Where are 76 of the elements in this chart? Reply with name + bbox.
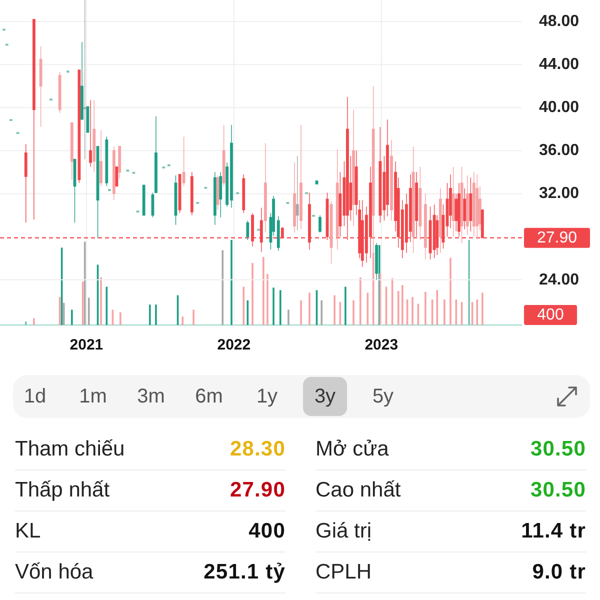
text: 27.90: [230, 478, 286, 502]
candlestick: [472, 172, 476, 238]
text: 9.0 tr: [532, 560, 586, 584]
category-label: Cao nhất: [316, 478, 401, 502]
candlestick: [418, 166, 422, 240]
candlestick: [246, 220, 250, 240]
candlestick: [70, 122, 74, 180]
candlestick: [182, 136, 186, 187]
candlestick: [318, 214, 322, 233]
category-label: CPLH: [316, 560, 372, 584]
candlestick: [219, 172, 222, 218]
candlestick: [242, 174, 246, 214]
candlestick: [463, 188, 466, 230]
category-label: 3y: [314, 386, 336, 408]
candlestick: [296, 156, 299, 231]
y-tick-label: 48.00: [538, 13, 580, 30]
candlestick: [222, 124, 226, 187]
y-tick-label: 40.00: [538, 99, 580, 116]
candlestick: [89, 100, 92, 168]
category-label: 1y: [256, 386, 278, 408]
candlestick: [264, 142, 267, 233]
category-label: KL: [15, 520, 41, 542]
text: 30.50: [530, 438, 586, 460]
candlestick: [412, 146, 415, 254]
y-tick-label: 44.00: [538, 56, 580, 74]
category-label: Thấp nhất: [15, 478, 110, 502]
candlestick: [105, 136, 108, 187]
candlestick: [300, 124, 302, 230]
candlestick: [424, 193, 427, 260]
candlestick: [80, 42, 84, 120]
text: 30.50: [530, 478, 586, 502]
candlestick: [352, 109, 355, 226]
text: 400: [248, 520, 286, 542]
x-tick-label: 2022: [217, 336, 251, 354]
category-label: Mở cửa: [316, 438, 390, 460]
y-tick-label: 36.00: [538, 142, 580, 160]
candlestick: [24, 144, 28, 224]
text: 400: [537, 306, 564, 324]
candlestick: [330, 200, 333, 264]
text: 251.1 tỷ: [204, 560, 286, 584]
candlestick: [32, 19, 36, 220]
candlestick: [39, 46, 42, 128]
candlestick: [293, 162, 296, 233]
candlestick: [466, 175, 469, 235]
candlestick: [78, 70, 81, 184]
text: 11.4 tr: [521, 520, 586, 542]
candlestick: [438, 188, 442, 254]
category-label: Tham chiếu: [15, 438, 125, 460]
candlestick: [190, 172, 194, 216]
category-label: 3m: [137, 386, 165, 408]
x-tick-label: 2023: [364, 336, 398, 354]
category-label: Giá trị: [316, 520, 372, 542]
candlestick: [142, 184, 146, 216]
y-tick-label: 24.00: [538, 271, 580, 288]
candlestick: [100, 130, 102, 187]
candlestick: [378, 126, 382, 224]
ref-line-label: 27.90: [536, 229, 578, 246]
candlestick: [118, 146, 122, 179]
candlestick: [92, 100, 96, 173]
candlestick: [112, 146, 116, 201]
candlestick: [86, 106, 90, 133]
candlestick: [276, 216, 280, 252]
candlestick: [83, 0, 86, 160]
candlestick: [476, 174, 479, 240]
candlestick: [469, 177, 472, 232]
category-label: 1d: [24, 386, 46, 408]
category-label: 6m: [195, 386, 223, 408]
candlestick: [386, 119, 389, 217]
x-tick-label: 2021: [70, 336, 104, 354]
candlestick: [390, 140, 393, 221]
candlestick: [213, 172, 216, 226]
y-tick-label: 32.00: [538, 185, 580, 202]
category-label: 5y: [372, 386, 394, 408]
category-label: Vốn hóa: [15, 560, 94, 584]
text: 28.30: [230, 438, 286, 460]
category-label: 1m: [79, 386, 107, 408]
